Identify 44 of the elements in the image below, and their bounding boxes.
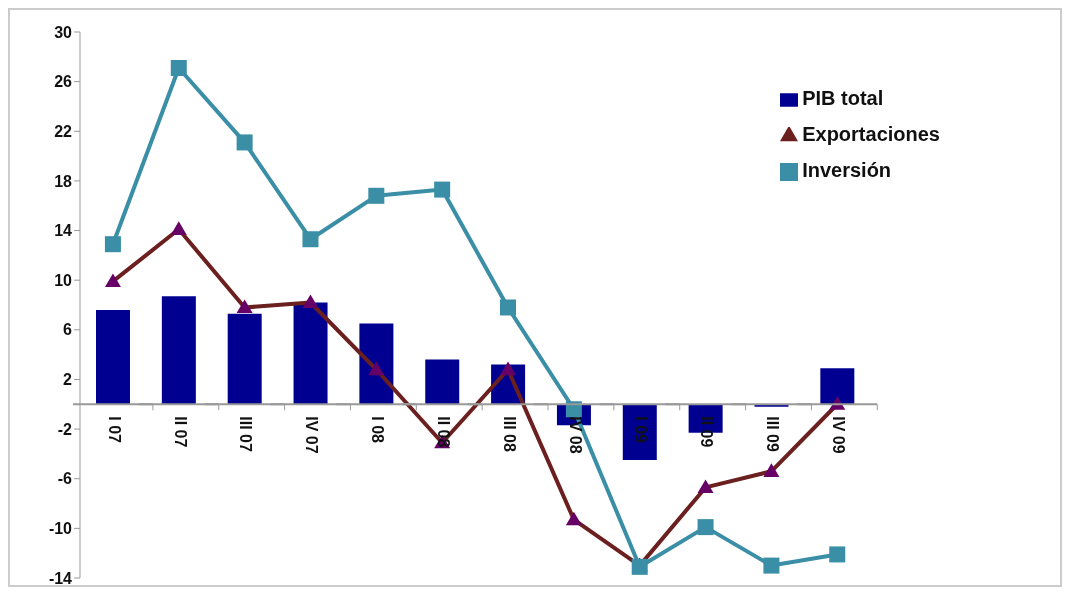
y-tick-label: -10 [48, 520, 73, 538]
y-tick-label: 30 [54, 23, 73, 41]
y-tick-label: -6 [57, 470, 73, 488]
x-tick-label: III 08 [500, 416, 518, 452]
point [697, 519, 714, 536]
point [170, 59, 187, 76]
point [236, 134, 253, 151]
y-tick-label: -14 [48, 569, 73, 587]
bar [227, 313, 262, 405]
x-tick-label: I 09 [632, 416, 650, 444]
x-tick-label: I 07 [105, 416, 123, 444]
bar [359, 323, 394, 405]
y-tick-label: 22 [54, 122, 73, 140]
y-tick-label: 6 [63, 321, 73, 339]
y-tick-label: 18 [54, 172, 73, 190]
x-tick-label: IV 09 [830, 416, 848, 454]
legend-label: Inversión [802, 159, 892, 181]
point [104, 236, 121, 253]
point [302, 231, 319, 248]
x-tick-label: II 07 [171, 416, 189, 448]
x-tick-label: IV 08 [566, 416, 584, 454]
y-tick-label: 14 [54, 222, 73, 240]
y-tick-label: -2 [57, 420, 73, 438]
bar [820, 368, 855, 405]
point [434, 181, 451, 198]
y-tick-label: 2 [63, 371, 73, 389]
point [829, 546, 846, 563]
x-tick-label: III 07 [237, 416, 255, 452]
x-tick-label: IV 07 [303, 416, 321, 454]
x-tick-label: II 08 [434, 416, 452, 448]
point [763, 557, 780, 574]
legend-label: PIB total [802, 87, 884, 109]
x-tick-label: II 09 [698, 416, 716, 448]
x-tick-label: III 09 [764, 416, 782, 452]
point [500, 299, 517, 316]
legend-label: Exportaciones [802, 123, 940, 145]
bar [161, 296, 196, 405]
bar [293, 302, 328, 405]
y-tick-label: 10 [54, 271, 73, 289]
x-tick-label: I 08 [369, 416, 387, 444]
bar [425, 359, 460, 405]
bar [96, 309, 130, 405]
point [368, 187, 385, 204]
y-tick-label: 26 [54, 73, 73, 91]
